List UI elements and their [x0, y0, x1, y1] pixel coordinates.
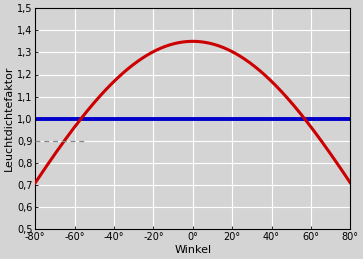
- X-axis label: Winkel: Winkel: [174, 245, 211, 255]
- Y-axis label: Leuchtdichtefaktor: Leuchtdichtefaktor: [4, 66, 14, 171]
